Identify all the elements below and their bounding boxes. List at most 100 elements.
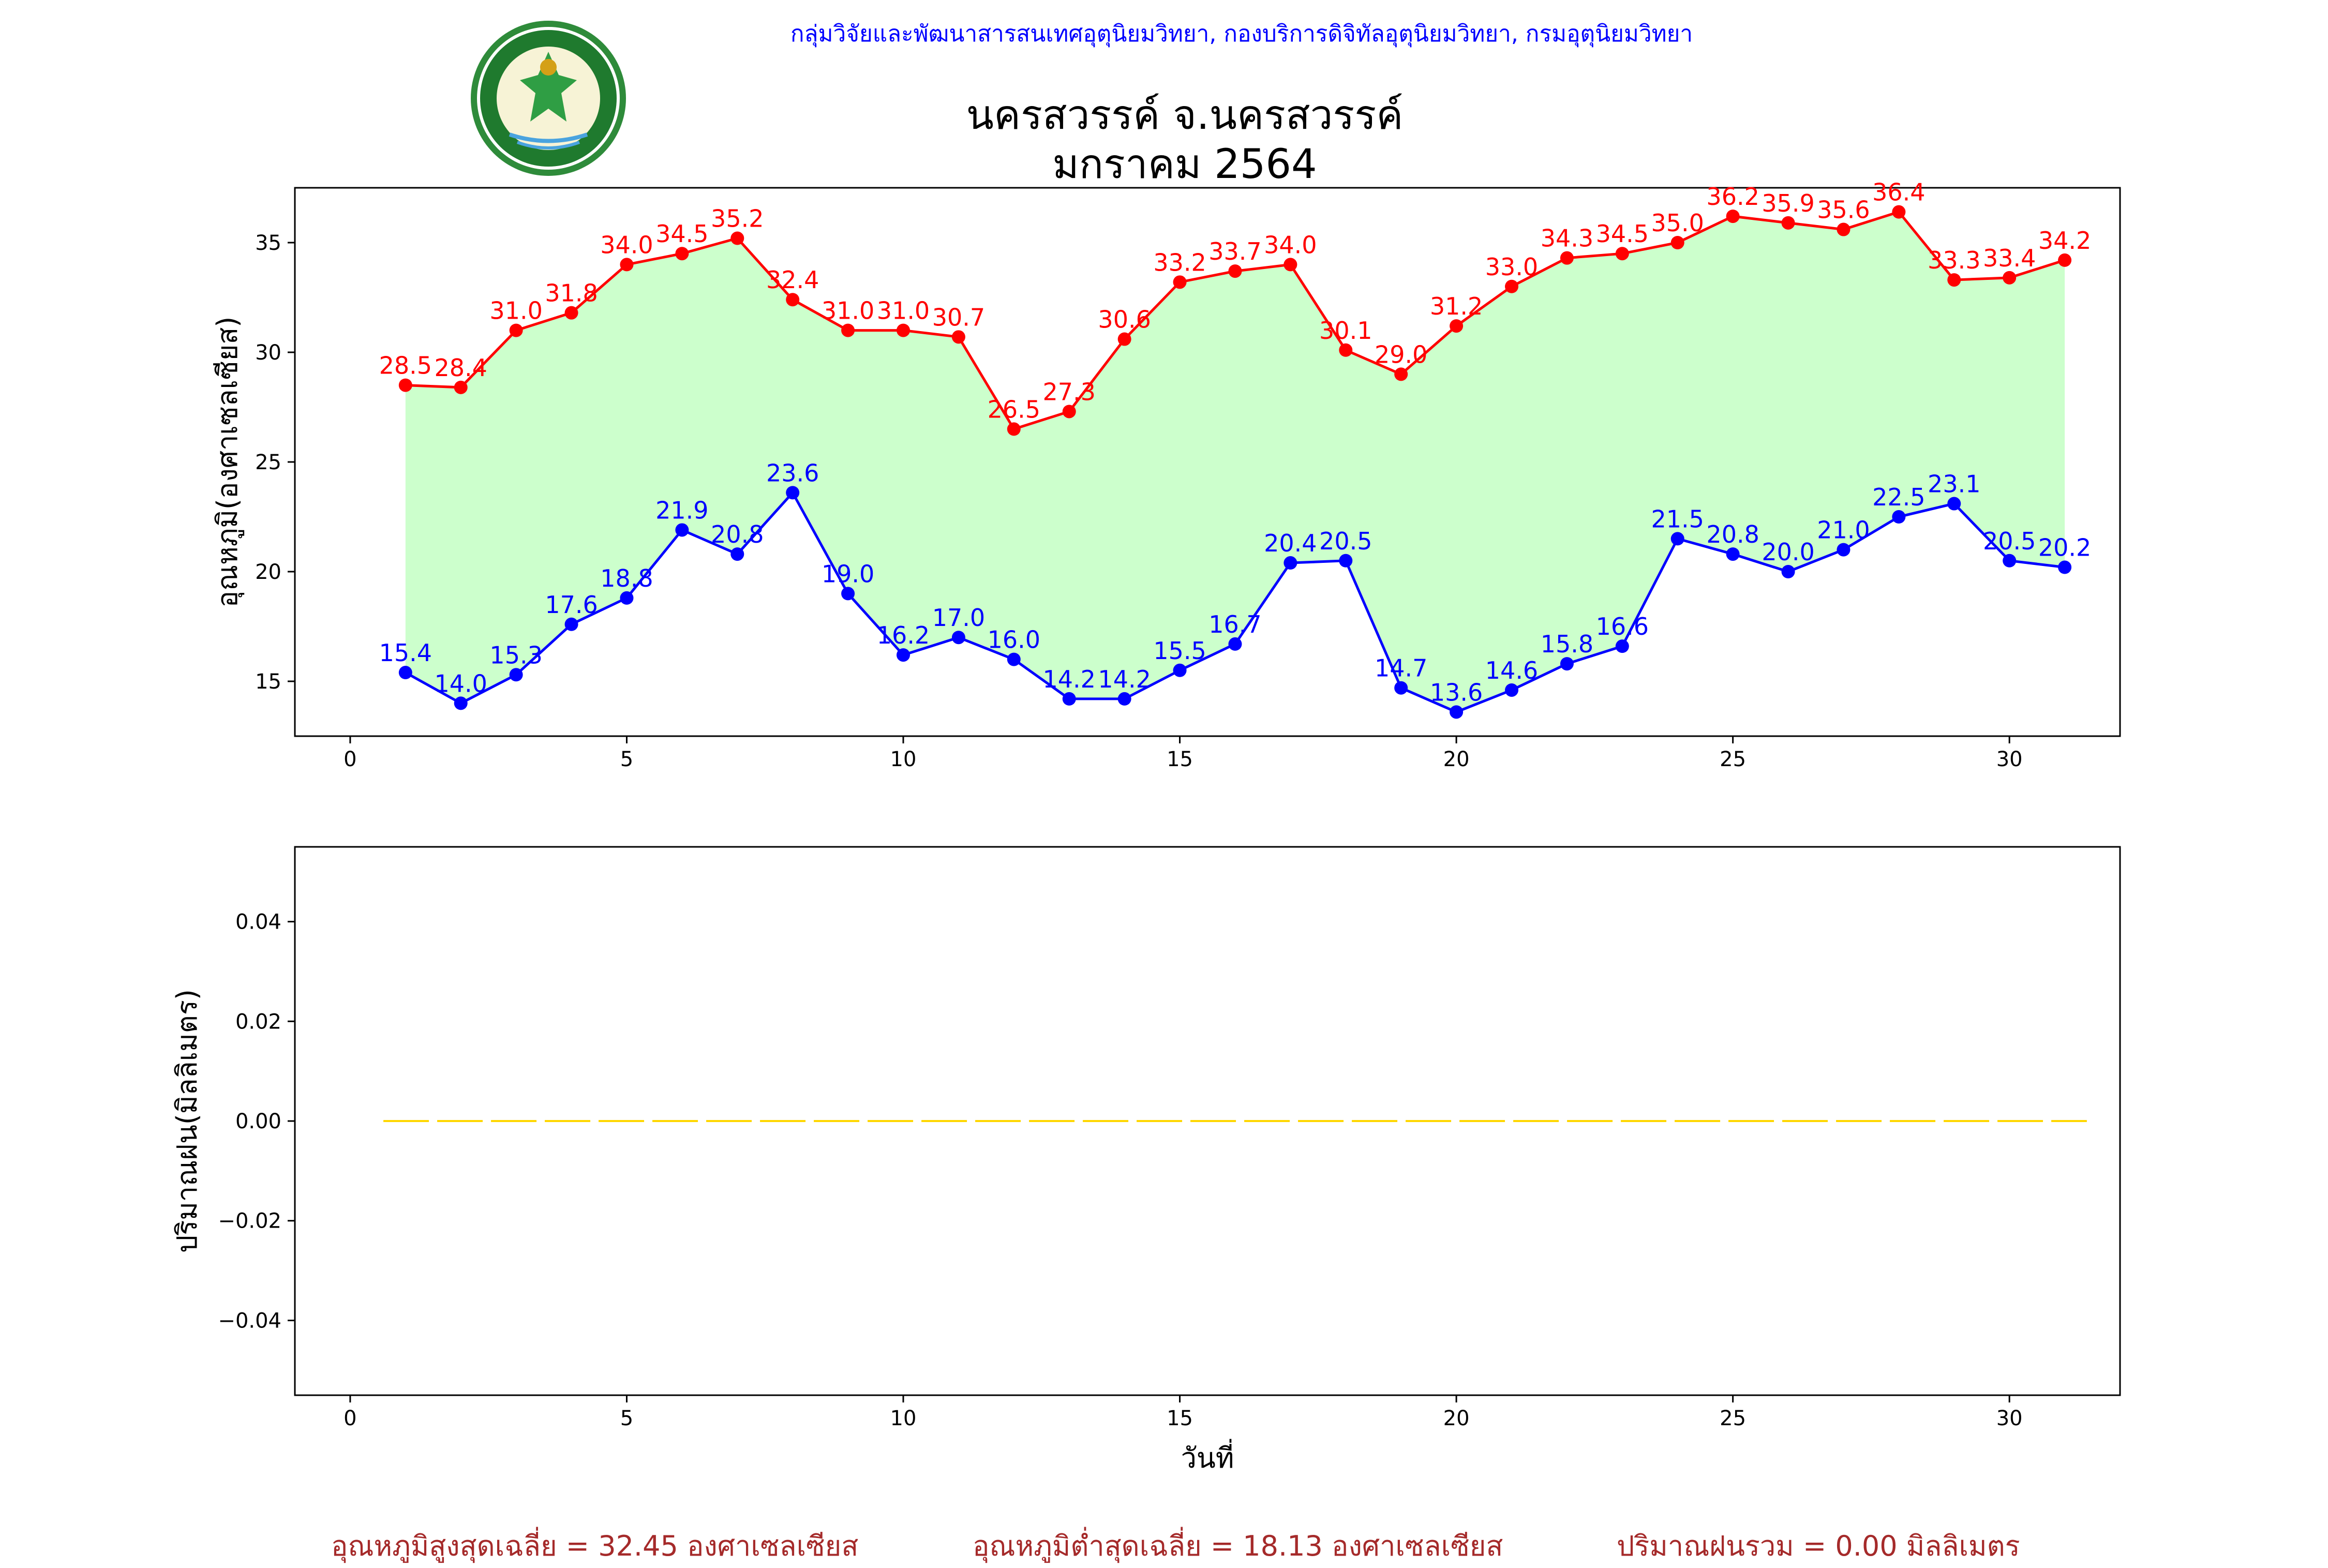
- x-tick-label: 20: [1443, 1407, 1470, 1430]
- min-temp-data-label: 13.6: [1430, 678, 1483, 706]
- min-temp-point: [620, 591, 634, 605]
- x-tick-label: 20: [1443, 748, 1470, 771]
- max-temp-point: [675, 247, 689, 261]
- min-temp-data-label: 20.8: [711, 520, 764, 548]
- avg-min-temperature: อุณหภูมิต่ำสุดเฉลี่ย = 18.13 องศาเซลเซีย…: [973, 1530, 1503, 1562]
- max-temp-data-label: 32.4: [766, 266, 819, 294]
- max-temp-point: [1615, 247, 1629, 261]
- max-temp-point: [1670, 236, 1684, 249]
- min-temp-point: [1173, 663, 1187, 677]
- min-temp-data-label: 22.5: [1872, 483, 1925, 511]
- period-title: มกราคม 2564: [1052, 141, 1317, 188]
- min-temp-point: [1781, 565, 1795, 578]
- max-temp-data-label: 31.8: [545, 279, 598, 307]
- x-tick-label: 25: [1720, 1407, 1746, 1430]
- max-temp-point: [564, 306, 578, 320]
- min-temp-point: [841, 587, 855, 601]
- min-temp-data-label: 23.6: [766, 459, 819, 487]
- max-temp-point: [1781, 216, 1795, 230]
- min-temp-point: [1062, 692, 1076, 706]
- min-temp-point: [786, 486, 800, 500]
- x-tick-label: 30: [1996, 1407, 2023, 1430]
- max-temp-point: [841, 323, 855, 337]
- y-axis-label: ปริมาณฝน(มิลลิเมตร): [171, 989, 203, 1253]
- x-tick-label: 0: [344, 1407, 356, 1430]
- max-temp-data-label: 33.3: [1928, 246, 1980, 274]
- min-temp-data-label: 15.3: [489, 641, 542, 669]
- max-temp-data-label: 34.0: [1264, 231, 1317, 259]
- organization-header: กลุ่มวิจัยและพัฒนาสารสนเทศอุตุนิยมวิทยา,…: [790, 21, 1693, 47]
- min-temp-data-label: 20.4: [1264, 529, 1317, 557]
- max-temp-data-label: 30.6: [1098, 306, 1151, 334]
- min-temp-data-label: 14.2: [1098, 665, 1151, 693]
- min-temp-data-label: 20.5: [1983, 527, 2036, 555]
- max-temp-point: [730, 231, 744, 245]
- x-tick-label: 25: [1720, 748, 1746, 771]
- max-temp-data-label: 31.2: [1430, 292, 1483, 320]
- y-tick-label: 0.00: [235, 1110, 281, 1133]
- min-temp-data-label: 18.8: [600, 564, 653, 592]
- min-temp-point: [675, 523, 689, 537]
- min-temp-point: [454, 696, 468, 710]
- max-temp-data-label: 35.2: [711, 205, 764, 233]
- max-temp-data-label: 26.5: [988, 395, 1040, 423]
- max-temp-data-label: 33.4: [1983, 244, 2036, 272]
- max-temp-point: [786, 293, 800, 307]
- x-tick-label: 5: [620, 1407, 633, 1430]
- min-temp-data-label: 15.5: [1153, 637, 1206, 665]
- max-temp-data-label: 28.4: [435, 354, 487, 382]
- max-temp-data-label: 31.0: [489, 297, 542, 325]
- min-temp-point: [1560, 657, 1574, 671]
- min-temp-point: [1007, 652, 1021, 666]
- x-tick-label: 10: [890, 748, 917, 771]
- y-tick-label: 30: [255, 341, 281, 365]
- min-temp-data-label: 17.6: [545, 591, 598, 619]
- max-temp-data-label: 34.5: [655, 220, 708, 248]
- min-temp-data-label: 17.0: [932, 604, 985, 632]
- min-temp-data-label: 14.7: [1375, 654, 1427, 682]
- max-temp-data-label: 33.2: [1153, 248, 1206, 276]
- min-temp-point: [1615, 639, 1629, 653]
- max-temp-data-label: 36.4: [1872, 178, 1925, 206]
- min-temp-point: [1726, 547, 1740, 561]
- max-temp-point: [1947, 273, 1961, 287]
- min-temp-data-label: 15.8: [1541, 630, 1593, 658]
- max-temp-point: [951, 330, 965, 344]
- min-temp-data-label: 19.0: [822, 560, 874, 588]
- max-temp-point: [1837, 222, 1851, 236]
- y-tick-label: 15: [255, 670, 281, 694]
- max-temp-point: [1505, 279, 1518, 293]
- min-temp-data-label: 15.4: [379, 639, 432, 667]
- min-temp-data-label: 14.6: [1485, 656, 1538, 684]
- min-temp-data-label: 20.2: [2038, 534, 2091, 562]
- max-temp-point: [1173, 275, 1187, 289]
- y-tick-label: −0.04: [218, 1309, 281, 1333]
- min-temp-data-label: 23.1: [1928, 470, 1980, 498]
- meteorological-department-logo: [471, 21, 626, 176]
- min-temp-point: [730, 547, 744, 561]
- max-temp-point: [2003, 271, 2017, 285]
- min-temp-data-label: 16.6: [1596, 613, 1649, 640]
- max-temp-data-label: 30.7: [932, 303, 985, 331]
- min-temp-point: [1892, 510, 1906, 524]
- max-temp-point: [620, 258, 634, 272]
- x-tick-label: 0: [344, 748, 356, 771]
- max-temp-data-label: 35.6: [1817, 196, 1870, 224]
- min-temp-point: [897, 648, 910, 662]
- max-temp-point: [454, 380, 468, 394]
- max-temp-point: [897, 323, 910, 337]
- min-temp-point: [398, 666, 412, 680]
- max-temp-point: [1560, 251, 1574, 265]
- total-rainfall: ปริมาณฝนรวม = 0.00 มิลลิเมตร: [1617, 1530, 2020, 1562]
- min-temp-point: [1947, 497, 1961, 511]
- y-tick-label: −0.02: [218, 1209, 281, 1233]
- avg-max-temperature: อุณหภูมิสูงสุดเฉลี่ย = 32.45 องศาเซลเซีย…: [331, 1530, 859, 1562]
- max-temp-point: [1062, 405, 1076, 419]
- max-temp-data-label: 34.2: [2038, 227, 2091, 255]
- max-temp-data-label: 34.5: [1596, 220, 1649, 248]
- max-temp-data-label: 31.0: [822, 297, 874, 325]
- min-temp-point: [1394, 681, 1408, 695]
- max-temp-point: [1117, 332, 1131, 346]
- min-temp-point: [1284, 556, 1297, 570]
